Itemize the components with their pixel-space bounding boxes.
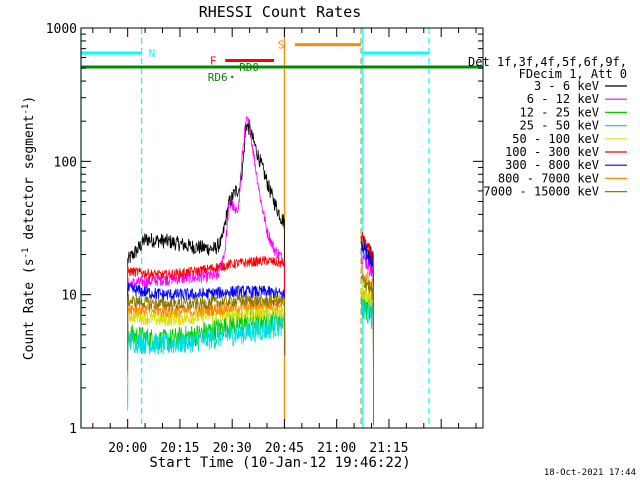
legend-label: 800 - 7000 keV: [498, 171, 599, 185]
legend-label: 100 - 300 keV: [505, 145, 599, 159]
legend-label: 6 - 12 keV: [527, 92, 599, 106]
legend-header-line-2: FDecim 1, Att 0: [519, 67, 627, 81]
x-axis-ticks: 20:00 20:15 20:30 20:45 21:00 21:15: [92, 28, 477, 456]
timestamp: 18-Oct-2021 17:44: [544, 468, 636, 478]
series-line-seg1: [127, 120, 286, 356]
y-axis-label-close: ): [22, 96, 37, 104]
series-6: [127, 241, 374, 426]
chart-title: RHESSI Count Rates: [199, 3, 362, 21]
x-tick-label: 21:00: [317, 441, 356, 456]
legend: Det 1f,3f,4f,5f,6f,9f, FDecim 1, Att 0 3…: [468, 55, 627, 199]
legend-label: 50 - 100 keV: [512, 132, 599, 146]
series-line-seg2: [360, 241, 374, 426]
x-tick-label: 20:30: [213, 441, 252, 456]
x-tick-label: 21:15: [369, 441, 408, 456]
y-axis-ticks: 1 10 100 1000: [46, 22, 483, 437]
legend-label: 300 - 800 keV: [505, 158, 599, 172]
y-axis-label-sup2: -1: [21, 104, 31, 115]
x-tick-label: 20:00: [108, 441, 147, 456]
y-tick-label: 10: [61, 289, 77, 304]
flag-dot-rd0: [230, 65, 234, 69]
series-layer: [127, 116, 374, 426]
x-axis-label: Start Time (10-Jan-12 19:46:22): [149, 455, 410, 471]
flag-dot-rd6: [230, 75, 234, 79]
time-marker-lines: [80, 28, 430, 428]
y-axis-label-main: Count Rate (s: [22, 258, 37, 360]
y-tick-label: 1000: [46, 22, 77, 37]
legend-label: 25 - 50 keV: [520, 119, 599, 133]
x-tick-label: 20:15: [160, 441, 199, 456]
legend-label: 3 - 6 keV: [534, 79, 599, 93]
flag-label-f: F: [210, 55, 217, 68]
series-line-seg1: [127, 308, 286, 405]
plot-frame: [80, 27, 484, 429]
series-line-seg1: [127, 293, 286, 371]
series-line-seg2: [360, 250, 374, 426]
y-axis-label-tail: detector segment: [22, 115, 37, 248]
legend-label: 7000 - 15000 keV: [483, 185, 599, 199]
series-line-seg2: [360, 273, 374, 426]
legend-label: 12 - 25 keV: [520, 105, 599, 119]
y-tick-label: 100: [54, 155, 77, 170]
y-axis-label-sup: -1: [21, 248, 31, 259]
series-line-seg1: [127, 282, 286, 359]
series-8: [127, 273, 374, 426]
flag-bars: N S F RD0 RD6: [81, 39, 483, 84]
series-line-seg1: [127, 255, 286, 356]
flag-label-n: N: [149, 47, 156, 60]
flag-label-s: S: [278, 39, 285, 52]
flag-label-rd6: RD6: [208, 71, 228, 84]
series-line-seg1: [127, 313, 286, 411]
y-tick-label: 1: [69, 422, 77, 437]
y-axis-label: Count Rate (s-1 detector segment-1): [21, 96, 37, 360]
legend-header-line-1: Det 1f,3f,4f,5f,6f,9f,: [468, 55, 627, 69]
flag-label-rd0: RD0: [239, 61, 259, 74]
x-tick-label: 20:45: [265, 441, 304, 456]
